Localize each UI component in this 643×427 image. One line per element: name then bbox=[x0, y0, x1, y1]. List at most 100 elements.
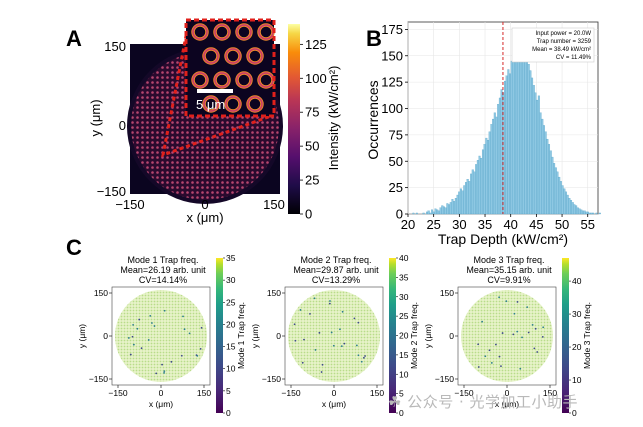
c-subplot-3: Mode 3 Trap freq.Mean=35.15 arb. unitCV=… bbox=[423, 255, 592, 418]
c-trap-point bbox=[477, 343, 480, 346]
c-xtick-label: 0 bbox=[159, 388, 164, 398]
c-colorbar-tick-label: 40 bbox=[572, 276, 582, 286]
c-trap-disk bbox=[461, 290, 553, 382]
inset-trap-ring-core bbox=[214, 72, 230, 88]
c-trap-point bbox=[341, 310, 344, 313]
a-colorbar bbox=[288, 24, 300, 214]
b-xtick-label: 50 bbox=[555, 217, 569, 232]
c-trap-disk bbox=[115, 290, 207, 382]
c-trap-point bbox=[505, 300, 508, 303]
c-colorbar-label: Mode 1 Trap freq. bbox=[236, 302, 246, 369]
b-bar bbox=[524, 47, 527, 215]
b-bar bbox=[495, 116, 498, 215]
b-bar bbox=[470, 173, 473, 215]
c-subplot-2: Mode 2 Trap freq.Mean=29.87 arb. unitCV=… bbox=[250, 253, 419, 418]
c-ytick-label: −150 bbox=[89, 374, 108, 384]
b-bar bbox=[422, 212, 425, 215]
c-xtick-label: 150 bbox=[543, 388, 557, 398]
a-colorbar-label: Intensity (kW/cm²) bbox=[326, 66, 341, 171]
c-trap-point bbox=[199, 347, 202, 350]
b-bar bbox=[439, 207, 442, 215]
c-title-line: CV=14.14% bbox=[139, 275, 187, 285]
panel-c: Mode 1 Trap freq.Mean=26.19 arb. unitCV=… bbox=[77, 253, 592, 418]
panel-label-c: C bbox=[66, 235, 82, 260]
c-trap-point bbox=[536, 351, 539, 353]
c-trap-point bbox=[180, 354, 183, 357]
b-bar bbox=[468, 181, 471, 215]
b-bar bbox=[504, 80, 506, 215]
b-legend-line: Mean = 38.49 kW/cm² bbox=[532, 47, 591, 53]
panel-label-a: A bbox=[66, 26, 82, 51]
c-xlabel: x (μm) bbox=[149, 399, 173, 409]
c-ylabel: y (μm) bbox=[423, 324, 433, 348]
b-bar bbox=[490, 124, 493, 215]
a-xtick-label: −150 bbox=[115, 197, 144, 212]
c-trap-point bbox=[136, 327, 139, 330]
c-trap-point bbox=[294, 339, 297, 342]
c-trap-point bbox=[318, 331, 321, 334]
a-colorbar-tick-label: 0 bbox=[305, 207, 312, 222]
c-trap-point bbox=[140, 347, 143, 350]
b-bar bbox=[505, 75, 508, 215]
c-colorbar-tick-label: 25 bbox=[226, 297, 236, 307]
c-trap-point bbox=[301, 361, 304, 364]
b-bar bbox=[478, 155, 481, 215]
a-colorbar-tick-label: 75 bbox=[305, 105, 319, 120]
c-trap-point bbox=[131, 335, 134, 338]
c-trap-point bbox=[188, 332, 191, 335]
b-legend: Input power = 20.0W Trap number = 3259 M… bbox=[511, 27, 595, 63]
b-bar bbox=[580, 209, 583, 215]
b-xtick-label: 45 bbox=[529, 217, 543, 232]
b-bar bbox=[519, 36, 522, 215]
b-bar bbox=[527, 64, 530, 215]
b-ylabel: Occurrences bbox=[365, 80, 381, 159]
b-legend-box bbox=[511, 27, 595, 63]
c-trap-point bbox=[314, 349, 317, 351]
inset-trap-ring-core bbox=[203, 48, 219, 64]
b-bar bbox=[487, 140, 490, 215]
c-ytick-label: 0 bbox=[103, 331, 108, 341]
c-trap-point bbox=[303, 338, 305, 341]
c-trap-point bbox=[196, 354, 199, 357]
c-xtick-label: 150 bbox=[197, 388, 211, 398]
b-bar bbox=[498, 97, 501, 215]
c-xtick-label: 0 bbox=[505, 388, 510, 398]
c-trap-point bbox=[332, 344, 335, 347]
b-bar bbox=[453, 201, 456, 215]
b-bar bbox=[529, 70, 532, 215]
inset-scalebar-label: 5 μm bbox=[196, 97, 225, 112]
c-trap-point bbox=[484, 355, 487, 358]
b-bar bbox=[456, 194, 459, 215]
c-colorbar-tick-label: 25 bbox=[399, 311, 409, 321]
a-colorbar-tick-label: 125 bbox=[305, 37, 327, 52]
b-bar bbox=[536, 99, 539, 215]
c-colorbar-label: Mode 3 Trap freq. bbox=[582, 302, 592, 369]
c-trap-point bbox=[343, 342, 346, 345]
b-bar bbox=[415, 212, 418, 215]
c-trap-point bbox=[155, 372, 158, 375]
c-title-line: CV=9.91% bbox=[487, 275, 530, 285]
b-bar bbox=[563, 188, 566, 215]
c-trap-point bbox=[355, 344, 358, 347]
c-trap-point bbox=[357, 354, 360, 357]
b-bar bbox=[559, 181, 562, 215]
c-colorbar-tick-label: 0 bbox=[572, 408, 577, 418]
b-bar bbox=[434, 208, 437, 215]
b-bar bbox=[459, 188, 462, 215]
b-bar bbox=[451, 199, 454, 215]
c-trap-point bbox=[512, 333, 515, 336]
b-bar bbox=[542, 125, 545, 215]
c-colorbar-tick-label: 35 bbox=[226, 253, 236, 263]
b-bar bbox=[561, 185, 564, 215]
b-bar bbox=[509, 73, 512, 215]
c-trap-point bbox=[161, 363, 163, 366]
c-ytick-label: −150 bbox=[435, 374, 454, 384]
b-bar bbox=[592, 212, 595, 215]
b-bar bbox=[449, 202, 452, 215]
c-trap-disk bbox=[288, 290, 380, 382]
b-bar bbox=[517, 50, 520, 215]
c-trap-point bbox=[200, 326, 203, 329]
c-trap-point bbox=[329, 300, 331, 302]
c-trap-point bbox=[163, 372, 165, 374]
inset-scalebar bbox=[197, 89, 233, 93]
